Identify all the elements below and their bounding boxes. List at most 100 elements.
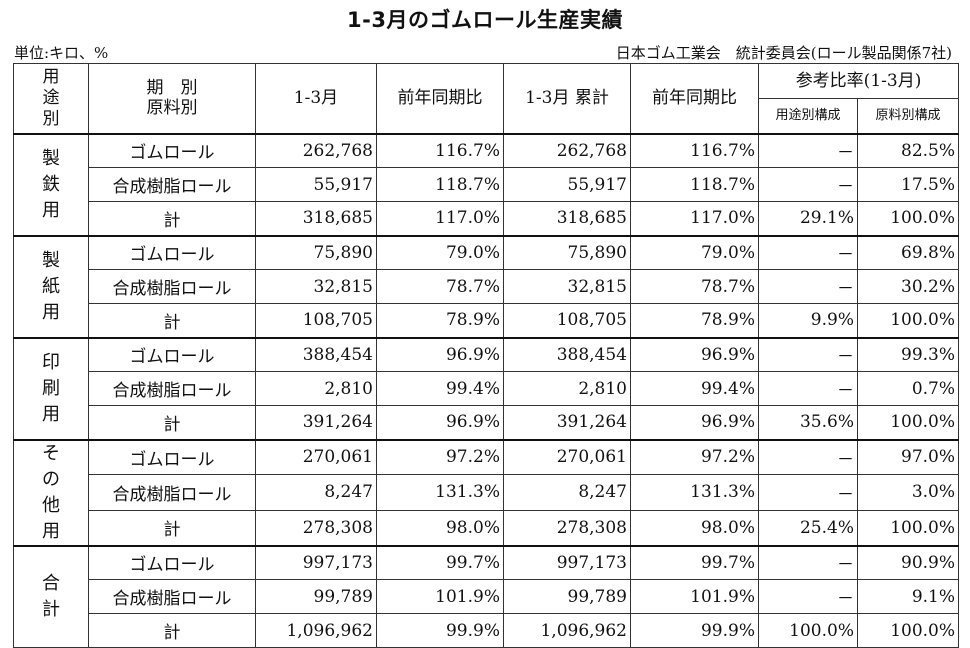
yoy-value: 116.7% (376, 133, 504, 168)
table-row: 印刷用ゴムロール 388,454 96.9% 388,454 96.9% － 99.3% (13, 337, 960, 441)
use-ratio: 29.1% (758, 201, 858, 237)
table-row: 合成樹脂ロール 99,789 101.9% 99,789 101.9% － 9.1% (14, 579, 960, 614)
production-table: 用途別 期 別 原料別 1-3月 前年同期比 1-3月 累計 前年同期比 参考比… (13, 63, 960, 648)
use-ratio: － (758, 438, 858, 476)
use-ratio: － (758, 371, 858, 406)
q-value: 391,264 (255, 405, 377, 441)
q-value: 388,454 (255, 337, 377, 372)
cum-value: 99,789 (503, 579, 631, 614)
table-row: その他用ゴムロール 270,061 97.2% 270,061 97.2% － 97.0% (13, 438, 960, 547)
category-cell: 印刷用 (13, 337, 89, 441)
table-row: 計 1,096,962 99.9% 1,096,962 99.9% 100.0% 100.0… (14, 613, 960, 648)
q-value: 270,061 (255, 438, 377, 476)
yoy-value: 96.9% (376, 405, 504, 441)
header-ratio-group: 参考比率(1-3月) (757, 63, 960, 99)
yoy-value: 99.9% (376, 613, 504, 648)
cum-yoy-value: 96.9% (630, 337, 759, 372)
material-ratio: 0.7% (856, 371, 960, 406)
unit-note: 単位:キロ、% (14, 44, 109, 62)
category-cell: 製紙用 (13, 235, 89, 339)
material-ratio: 30.2% (856, 269, 960, 304)
cum-value: 1,096,962 (503, 613, 631, 648)
cum-yoy-value: 98.0% (630, 509, 759, 547)
material-ratio: 100.0% (856, 509, 960, 547)
cum-value: 2,810 (503, 371, 631, 406)
row-label: 計 (88, 201, 256, 237)
cum-value: 391,264 (503, 405, 631, 441)
row-label: 計 (88, 303, 256, 339)
yoy-value: 97.2% (376, 438, 504, 476)
use-ratio: － (758, 269, 858, 304)
header-category: 用途別 (13, 63, 89, 135)
use-ratio: － (758, 545, 858, 580)
cum-yoy-value: 78.7% (630, 269, 759, 304)
table-body: 製鉄用ゴムロール 262,768 116.7% 262,768 116.7% － 82.5%… (13, 133, 960, 648)
row-label: ゴムロール (88, 438, 256, 476)
material-ratio: 100.0% (856, 613, 960, 648)
q-value: 262,768 (255, 133, 377, 168)
cum-value: 75,890 (503, 235, 631, 270)
cum-yoy-value: 116.7% (630, 133, 759, 168)
table-row: 計 108,705 78.9% 108,705 78.9% 9.9% 100.0% (14, 303, 960, 339)
header-q: 1-3月 (255, 63, 377, 135)
row-label: ゴムロール (88, 133, 256, 168)
material-ratio: 9.1% (856, 579, 960, 614)
cum-value: 278,308 (503, 509, 631, 547)
table-row: 計 278,308 98.0% 278,308 98.0% 25.4% 100.0% (14, 509, 960, 547)
q-value: 32,815 (255, 269, 377, 304)
cum-value: 270,061 (503, 438, 631, 476)
use-ratio: － (758, 167, 858, 202)
material-ratio: 100.0% (856, 303, 960, 339)
q-value: 99,789 (255, 579, 377, 614)
cum-value: 8,247 (503, 474, 631, 511)
row-label: 合成樹脂ロール (88, 167, 256, 202)
row-label: ゴムロール (88, 545, 256, 580)
table-row: 合成樹脂ロール 2,810 99.4% 2,810 99.4% － 0.7% (14, 371, 960, 406)
use-ratio: － (758, 133, 858, 168)
yoy-value: 101.9% (376, 579, 504, 614)
yoy-value: 117.0% (376, 201, 504, 237)
q-value: 8,247 (255, 474, 377, 511)
q-value: 108,705 (255, 303, 377, 339)
header-cum-yoy: 前年同期比 (630, 63, 759, 135)
header-period-material: 期 別 原料別 (88, 63, 256, 135)
use-ratio: － (758, 579, 858, 614)
header-yoy: 前年同期比 (376, 63, 504, 135)
cum-yoy-value: 118.7% (630, 167, 759, 202)
cum-value: 997,173 (503, 545, 631, 580)
row-label: 計 (88, 509, 256, 547)
material-ratio: 100.0% (856, 201, 960, 237)
header-ratio-material: 原料別構成 (856, 98, 960, 135)
header-cum: 1-3月 累計 (503, 63, 631, 135)
material-ratio: 90.9% (856, 545, 960, 580)
q-value: 2,810 (255, 371, 377, 406)
table-row: 合計ゴムロール 997,173 99.7% 997,173 99.7% － 90.9% (13, 545, 960, 648)
use-ratio: 35.6% (758, 405, 858, 441)
yoy-value: 99.4% (376, 371, 504, 406)
yoy-value: 78.9% (376, 303, 504, 339)
table-row: 合成樹脂ロール 55,917 118.7% 55,917 118.7% － 17.5% (14, 167, 960, 202)
cum-yoy-value: 79.0% (630, 235, 759, 270)
table-row: 計 391,264 96.9% 391,264 96.9% 35.6% 100.0% (14, 405, 960, 441)
use-ratio: 9.9% (758, 303, 858, 339)
cum-value: 318,685 (503, 201, 631, 237)
cum-yoy-value: 99.4% (630, 371, 759, 406)
use-ratio: 25.4% (758, 509, 858, 547)
row-label: ゴムロール (88, 235, 256, 270)
cum-value: 55,917 (503, 167, 631, 202)
material-ratio: 69.8% (856, 235, 960, 270)
cum-yoy-value: 99.7% (630, 545, 759, 580)
row-label: 合成樹脂ロール (88, 579, 256, 614)
row-label: 合成樹脂ロール (88, 269, 256, 304)
table-row: 製紙用ゴムロール 75,890 79.0% 75,890 79.0% － 69.8% (13, 235, 960, 339)
category-cell: 合計 (13, 545, 89, 648)
material-ratio: 82.5% (856, 133, 960, 168)
header-ratio-use: 用途別構成 (758, 98, 858, 135)
q-value: 997,173 (255, 545, 377, 580)
yoy-value: 78.7% (376, 269, 504, 304)
page-title: 1-3月のゴムロール生産実績 (347, 8, 623, 32)
header-category-text: 用途別 (42, 66, 60, 129)
row-label: ゴムロール (88, 337, 256, 372)
cum-yoy-value: 101.9% (630, 579, 759, 614)
q-value: 75,890 (255, 235, 377, 270)
